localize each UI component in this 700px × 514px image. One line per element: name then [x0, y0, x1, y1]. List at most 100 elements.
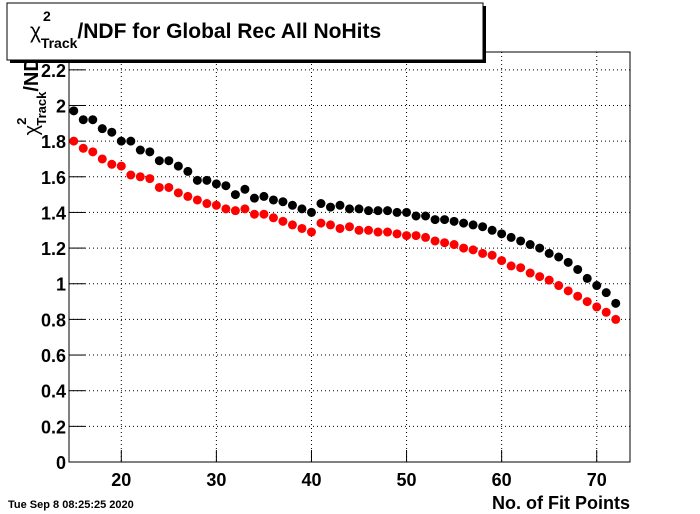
point — [506, 261, 516, 271]
chart-title: χ2 Track/NDF for Global Rec All NoHits — [30, 8, 381, 51]
point — [297, 223, 307, 233]
point — [573, 264, 583, 274]
point — [364, 206, 374, 216]
point — [211, 200, 221, 210]
point — [192, 175, 202, 185]
point — [97, 154, 107, 164]
point — [97, 124, 107, 134]
point — [354, 225, 364, 235]
point — [249, 193, 259, 203]
point — [259, 191, 269, 201]
point — [154, 156, 164, 166]
point — [135, 145, 145, 155]
point — [544, 248, 554, 258]
title-box — [6, 2, 484, 61]
y-tick-label: 0 — [56, 453, 66, 473]
point — [554, 281, 564, 291]
point — [478, 248, 488, 258]
point — [78, 143, 88, 153]
point — [116, 136, 126, 146]
x-tick-label: 20 — [111, 470, 131, 490]
point — [611, 298, 621, 308]
point — [611, 314, 621, 324]
point — [316, 218, 326, 228]
point — [449, 216, 459, 226]
point — [487, 250, 497, 260]
point — [506, 232, 516, 242]
x-tick-label: 50 — [397, 470, 417, 490]
point — [173, 188, 183, 198]
point — [582, 273, 592, 283]
point — [278, 197, 288, 207]
y-tick-label: 0.2 — [41, 417, 66, 437]
point — [259, 209, 269, 219]
point — [487, 225, 497, 235]
point — [211, 179, 221, 189]
point — [297, 204, 307, 214]
point — [221, 181, 231, 191]
data-points — [69, 106, 621, 324]
point — [516, 263, 526, 273]
point — [373, 206, 383, 216]
point — [287, 200, 297, 210]
y-tick-label: 2 — [56, 96, 66, 116]
point — [592, 281, 602, 291]
point — [202, 175, 212, 185]
point — [402, 231, 412, 241]
point — [345, 222, 354, 232]
point — [601, 307, 611, 317]
point — [145, 174, 155, 184]
point — [126, 136, 136, 146]
point — [563, 286, 573, 296]
point — [69, 106, 79, 116]
point — [402, 207, 412, 217]
point — [459, 243, 469, 253]
point — [107, 127, 117, 137]
point — [88, 147, 98, 157]
point — [364, 225, 374, 235]
point — [373, 227, 383, 237]
y-tick-label: 0.8 — [41, 310, 66, 330]
point — [69, 136, 79, 146]
y-tick-label: 1.8 — [41, 132, 66, 152]
point — [249, 209, 259, 219]
title-text: /NDF for Global Rec All NoHits — [77, 20, 381, 43]
title-symbol: χ — [30, 20, 41, 43]
x-tick-label: 70 — [587, 470, 607, 490]
point — [173, 161, 183, 171]
point — [135, 172, 145, 182]
point — [563, 257, 573, 267]
point — [497, 256, 507, 266]
y-tick-label: 1.6 — [41, 168, 66, 188]
point — [316, 199, 326, 209]
point — [516, 236, 526, 246]
point — [287, 220, 297, 230]
point — [230, 190, 240, 200]
point — [230, 206, 240, 216]
point — [392, 207, 402, 217]
point — [145, 147, 155, 157]
y-tick-label: 1.4 — [41, 203, 66, 223]
point — [468, 220, 478, 230]
point — [345, 204, 354, 214]
point — [107, 159, 117, 169]
point — [202, 199, 212, 209]
point — [421, 211, 431, 221]
y-label-sub: Track — [34, 91, 49, 126]
point — [164, 156, 174, 166]
x-tick-label: 60 — [492, 470, 512, 490]
point — [440, 238, 450, 248]
y-tick-label: 1 — [56, 275, 66, 295]
point — [582, 297, 592, 307]
point — [573, 291, 583, 301]
point — [88, 115, 98, 125]
y-tick-label: 0.4 — [41, 382, 66, 402]
y-tick-label: 1.2 — [41, 239, 66, 259]
point — [535, 272, 545, 282]
point — [78, 115, 88, 125]
point — [497, 229, 507, 239]
point — [240, 204, 250, 214]
point — [306, 227, 316, 237]
point — [525, 268, 535, 278]
